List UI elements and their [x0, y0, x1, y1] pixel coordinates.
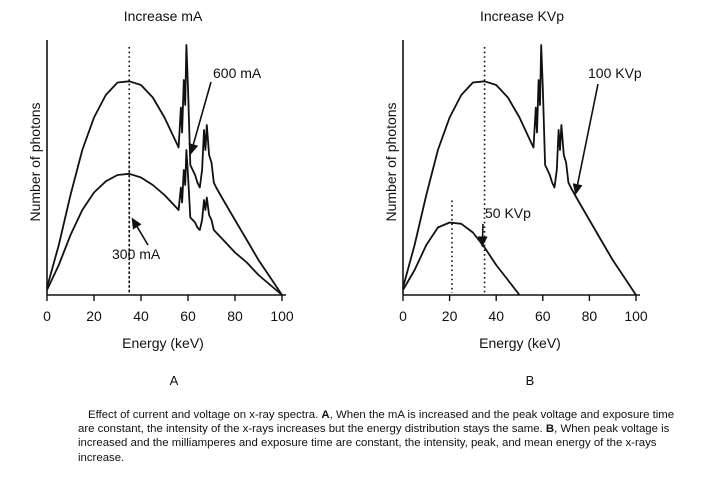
plot-area: 0 20 40 60 80 100 100 KVp 50 KVp	[399, 40, 648, 324]
caption-label-a: A	[321, 409, 330, 421]
y-axis-label: Number of photons	[27, 102, 43, 221]
x-tick-label: 20	[442, 308, 458, 324]
figure-caption: Effect of current and voltage on x-ray s…	[78, 408, 690, 465]
annotation-arrowhead	[572, 183, 583, 195]
annotation-label: 50 KVp	[485, 205, 531, 221]
annotation-arrow-shaft	[576, 83, 599, 185]
x-tick-label: 100	[624, 308, 648, 324]
series-line-100-kvp	[402, 44, 637, 296]
annotation-label: 100 KVp	[588, 65, 642, 81]
x-tick-label: 0	[43, 308, 51, 324]
annotation-label: 600 mA	[213, 65, 262, 81]
annotation-arrow-shaft	[136, 226, 149, 246]
series-line-50-kvp	[402, 221, 521, 296]
caption-text-b: , When peak voltage is increased and the…	[78, 423, 670, 464]
x-tick-label: 80	[227, 308, 243, 324]
x-tick-label: 60	[180, 308, 196, 324]
panel-b-chart: Increase KVp Number of photons 0 20 40 60 80…	[383, 8, 648, 388]
x-tick-label: 0	[399, 308, 407, 324]
caption-label-b: B	[545, 423, 555, 436]
x-tick-label: 80	[582, 308, 598, 324]
x-tick-label: 40	[488, 308, 504, 324]
chart-title: Increase mA	[124, 8, 203, 24]
x-tick-label: 20	[86, 308, 102, 324]
annotation-arrowhead	[477, 236, 488, 248]
panel-label: B	[526, 373, 535, 388]
annotation-arrowhead	[188, 143, 199, 155]
chart-title: Increase KVp	[480, 8, 564, 24]
caption-intro: Effect of current and voltage on x-ray s…	[88, 409, 322, 421]
series-line-300-ma	[46, 149, 283, 296]
panel-label: A	[170, 373, 179, 388]
annotation-arrow-shaft	[192, 81, 212, 145]
plot-area: 0 20 40 60 80 100 600 mA 300 mA	[43, 40, 294, 324]
annotation-arrowhead	[131, 217, 142, 230]
annotation-label: 300 mA	[112, 246, 161, 262]
series-line-600-ma	[46, 44, 283, 296]
x-axis-label: Energy (keV)	[122, 335, 204, 351]
x-tick-label: 40	[133, 308, 149, 324]
x-tick-label: 60	[535, 308, 551, 324]
caption-text-a: , When the mA is increased and the peak …	[78, 409, 675, 436]
y-axis-label: Number of photons	[383, 102, 399, 221]
panel-a-chart: Increase mA Number of photons 0 20 40 60 80 1…	[27, 8, 294, 388]
x-tick-label: 100	[270, 308, 294, 324]
x-axis-label: Energy (keV)	[479, 335, 561, 351]
